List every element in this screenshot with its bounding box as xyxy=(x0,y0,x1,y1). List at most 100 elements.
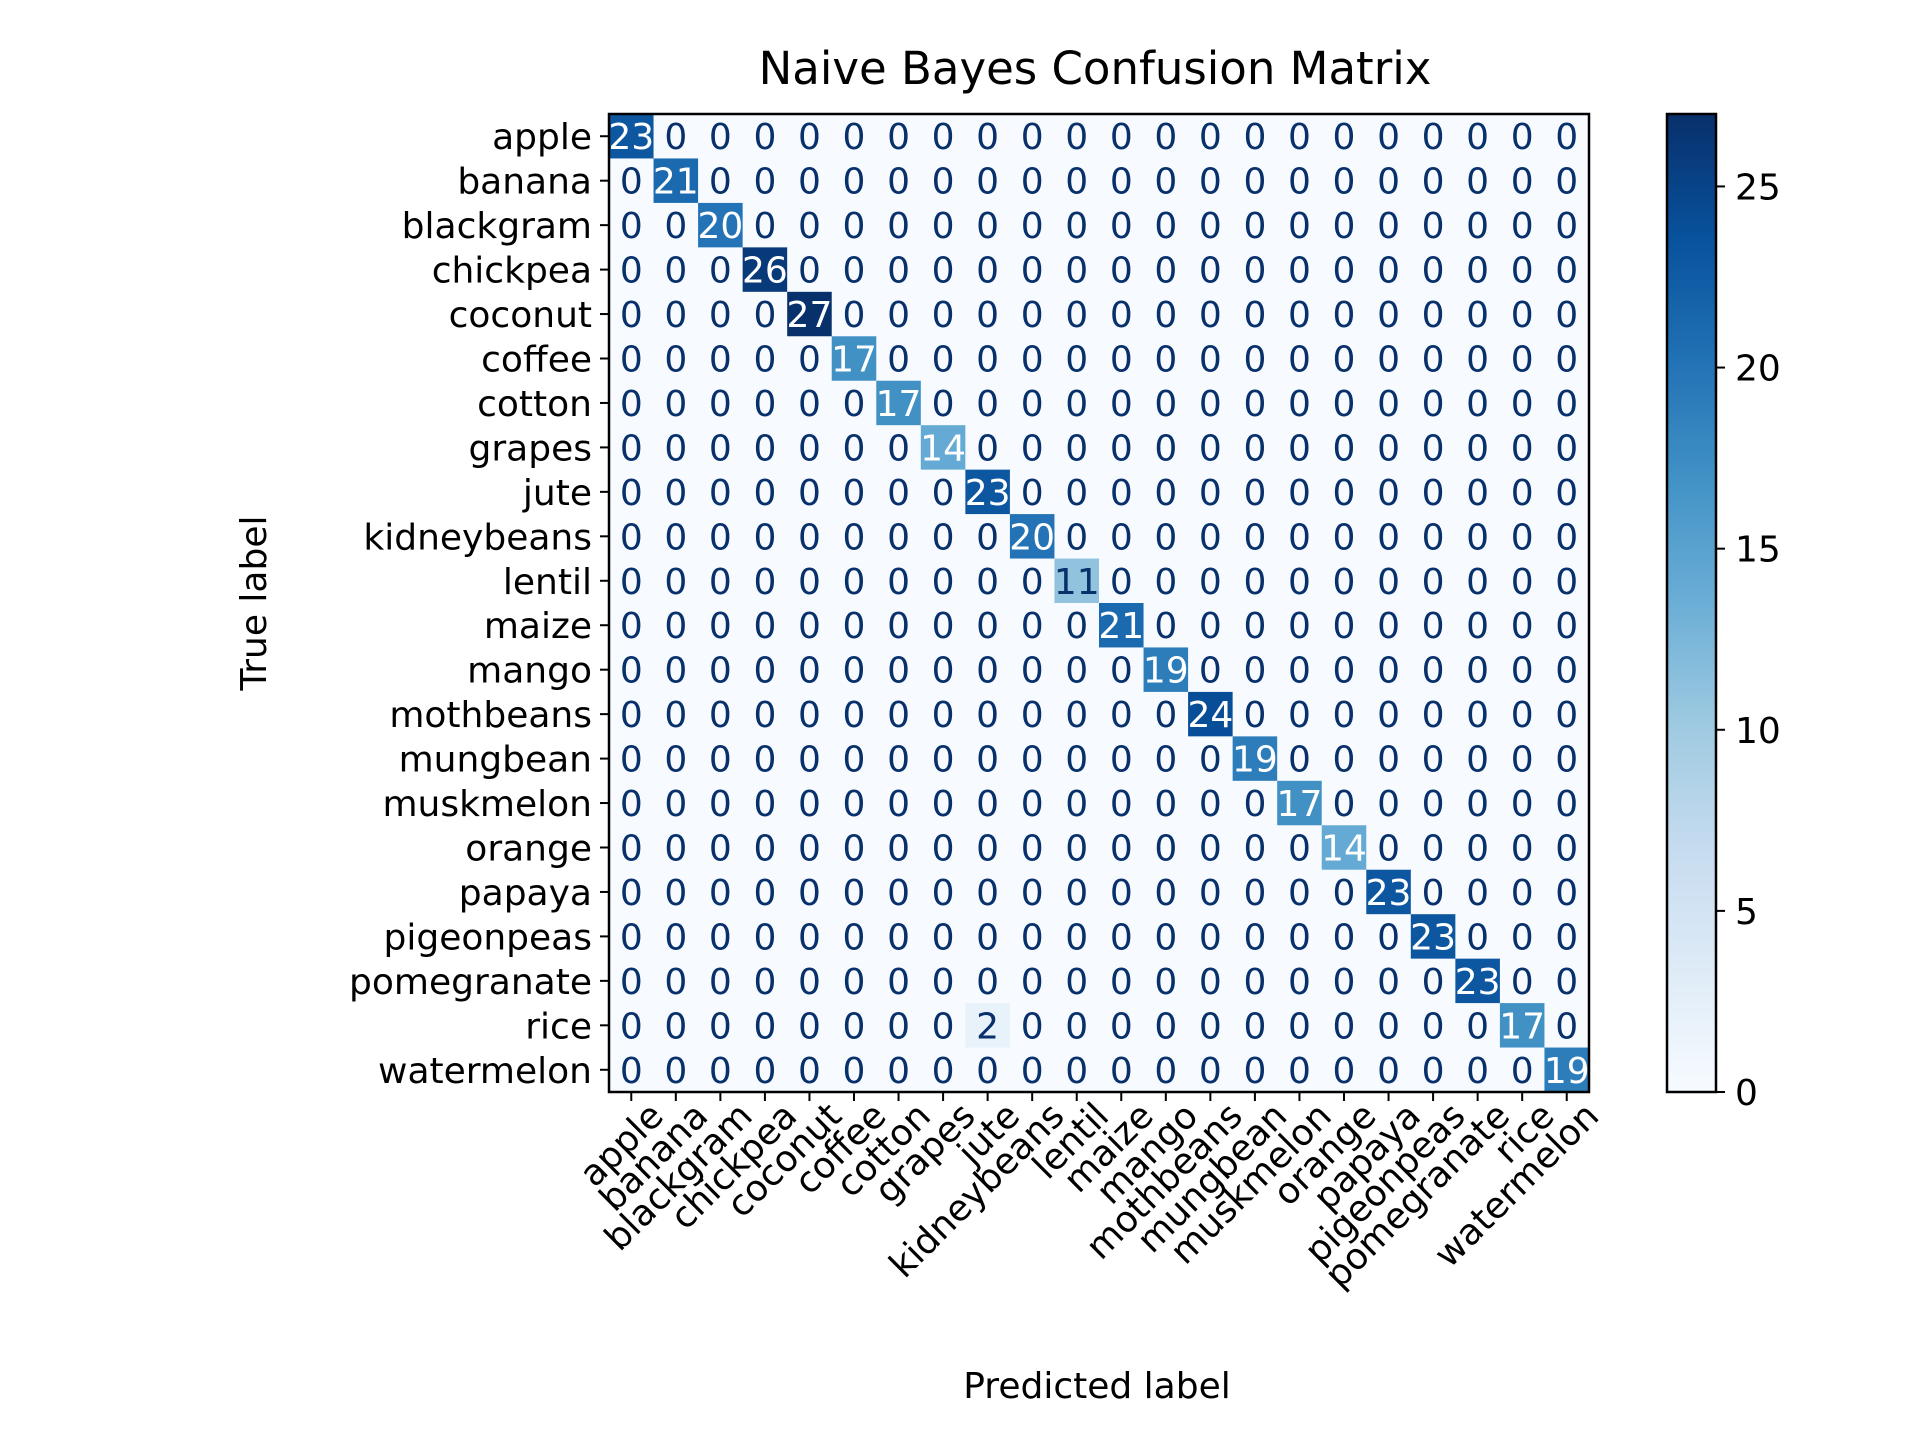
cell-value-label: 0 xyxy=(709,829,732,870)
cell-value-label: 0 xyxy=(1110,829,1133,870)
matrix-cell xyxy=(742,247,788,293)
cell-value-label: 0 xyxy=(1288,695,1311,736)
cell-value-label: 0 xyxy=(932,784,955,825)
matrix-cell xyxy=(1232,958,1278,1004)
cell-value-label: 0 xyxy=(1154,384,1177,425)
matrix-cell xyxy=(1232,158,1278,204)
matrix-cell xyxy=(653,425,699,471)
cell-value-label: 0 xyxy=(1110,206,1133,247)
matrix-cell xyxy=(965,336,1011,382)
cell-value-label: 0 xyxy=(1511,1051,1534,1092)
matrix-cell xyxy=(698,603,744,649)
matrix-cell xyxy=(1321,691,1367,737)
cell-value-label: 0 xyxy=(1154,562,1177,603)
cell-value-label: 0 xyxy=(1422,162,1445,203)
matrix-cell xyxy=(831,736,877,782)
matrix-cell xyxy=(1544,603,1590,649)
cell-value-label: 0 xyxy=(798,873,821,914)
matrix-cell xyxy=(1410,691,1456,737)
matrix-cell xyxy=(1232,736,1278,782)
matrix-cell xyxy=(742,425,788,471)
matrix-cell xyxy=(698,202,744,248)
cell-value-label: 0 xyxy=(753,117,776,158)
cell-value-label: 0 xyxy=(1555,829,1578,870)
cell-value-label: 20 xyxy=(1009,517,1055,558)
cell-value-label: 0 xyxy=(1422,740,1445,781)
matrix-cell xyxy=(653,469,699,515)
cell-value-label: 0 xyxy=(798,784,821,825)
matrix-cell xyxy=(1499,202,1546,248)
cell-value-label: 0 xyxy=(1243,206,1266,247)
matrix-cell xyxy=(876,780,922,826)
cell-value-label: 0 xyxy=(753,428,776,469)
cell-value-label: 0 xyxy=(664,428,687,469)
cell-value-label: 0 xyxy=(664,384,687,425)
cell-value-label: 0 xyxy=(1288,251,1311,292)
matrix-cell xyxy=(1366,425,1412,471)
y-tick-label: blackgram xyxy=(402,206,592,247)
matrix-cell xyxy=(742,603,788,649)
matrix-cell xyxy=(965,291,1011,337)
cell-value-label: 0 xyxy=(976,784,999,825)
cell-value-label: 0 xyxy=(1154,340,1177,381)
matrix-cell xyxy=(1054,425,1100,471)
cell-value-label: 0 xyxy=(1154,162,1177,203)
matrix-cell xyxy=(1009,469,1056,515)
cell-value-label: 0 xyxy=(1511,473,1534,514)
cell-value-label: 0 xyxy=(1422,295,1445,336)
cell-value-label: 0 xyxy=(753,784,776,825)
matrix-cell xyxy=(1099,336,1145,382)
matrix-cell xyxy=(787,647,833,693)
matrix-cell xyxy=(787,291,833,337)
cell-value-label: 0 xyxy=(1065,295,1088,336)
matrix-cell xyxy=(1143,469,1189,515)
cell-value-label: 0 xyxy=(887,517,910,558)
matrix-cell xyxy=(609,958,655,1004)
cell-value-label: 0 xyxy=(1422,1006,1445,1047)
matrix-cell xyxy=(831,869,877,915)
matrix-cell xyxy=(1544,869,1590,915)
matrix-cell xyxy=(1455,869,1501,915)
matrix-cell xyxy=(1455,914,1501,960)
cell-value-label: 0 xyxy=(620,917,643,958)
cell-value-label: 0 xyxy=(1199,473,1222,514)
cell-value-label: 0 xyxy=(1555,206,1578,247)
cell-value-label: 0 xyxy=(1110,740,1133,781)
matrix-cell xyxy=(609,291,655,337)
cell-value-label: 0 xyxy=(1511,384,1534,425)
matrix-cell xyxy=(920,158,966,204)
cell-value-label: 0 xyxy=(1511,962,1534,1003)
cell-value-label: 0 xyxy=(843,784,866,825)
cell-value-label: 0 xyxy=(1288,517,1311,558)
cell-value-label: 0 xyxy=(1422,562,1445,603)
matrix-cell xyxy=(787,691,833,737)
cell-value-label: 0 xyxy=(1555,340,1578,381)
cell-value-label: 0 xyxy=(620,1006,643,1047)
cell-value-label: 0 xyxy=(1466,517,1489,558)
matrix-cell xyxy=(920,558,966,604)
cell-value-label: 0 xyxy=(1199,606,1222,647)
cell-value-label: 0 xyxy=(887,162,910,203)
matrix-cell xyxy=(1099,780,1145,826)
cell-value-label: 0 xyxy=(1154,251,1177,292)
cell-value-label: 0 xyxy=(887,562,910,603)
matrix-cell xyxy=(1054,825,1100,871)
matrix-cell xyxy=(1499,247,1546,293)
matrix-cell xyxy=(1410,647,1456,693)
matrix-cell xyxy=(920,825,966,871)
matrix-cell xyxy=(787,869,833,915)
cell-value-label: 0 xyxy=(1333,873,1356,914)
cell-value-label: 0 xyxy=(976,295,999,336)
cell-value-label: 0 xyxy=(1555,117,1578,158)
matrix-cell xyxy=(1321,425,1367,471)
colorbar xyxy=(1665,112,1718,1094)
matrix-cell xyxy=(920,736,966,782)
cell-value-label: 0 xyxy=(1377,384,1400,425)
matrix-cell xyxy=(1188,647,1234,693)
cell-value-label: 0 xyxy=(709,962,732,1003)
cell-value-label: 0 xyxy=(1243,428,1266,469)
matrix-cell xyxy=(1054,736,1100,782)
cell-value-label: 0 xyxy=(798,606,821,647)
matrix-cell xyxy=(1366,736,1412,782)
matrix-cell xyxy=(920,780,966,826)
